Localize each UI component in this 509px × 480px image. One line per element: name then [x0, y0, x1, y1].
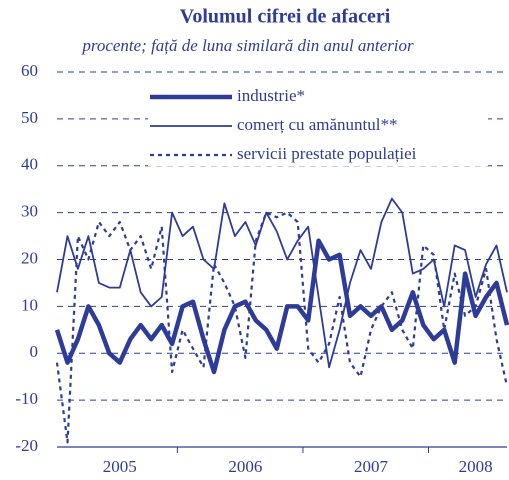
legend-label: servicii prestate populației	[237, 144, 417, 163]
y-tick-label: 30	[21, 202, 38, 221]
y-tick-label: 40	[21, 155, 38, 174]
y-tick-label: -20	[15, 436, 38, 455]
x-tick-label: 2006	[228, 457, 262, 476]
y-tick-label: -10	[15, 389, 38, 408]
series-line	[56, 197, 508, 369]
y-tick-label: 20	[21, 248, 38, 267]
legend-bg	[148, 115, 488, 137]
y-tick-label: 10	[21, 295, 38, 314]
legend-label: industrie*	[237, 86, 305, 105]
legend-bg	[148, 144, 488, 166]
chart-subtitle: procente; față de luna similară din anul…	[81, 36, 414, 55]
x-tick-label: 2007	[354, 457, 389, 476]
legend-bg	[148, 86, 488, 108]
y-tick-label: 0	[30, 342, 39, 361]
y-tick-label: 50	[21, 108, 38, 127]
x-tick-label: 2005	[103, 457, 137, 476]
series-line	[55, 211, 509, 444]
legend-label: comerț cu amănuntul**	[237, 115, 398, 134]
series-line	[54, 238, 509, 375]
y-tick-label: 60	[21, 61, 38, 80]
chart-title: Volumul cifrei de afaceri	[180, 6, 391, 28]
x-tick-label: 2008	[459, 457, 493, 476]
